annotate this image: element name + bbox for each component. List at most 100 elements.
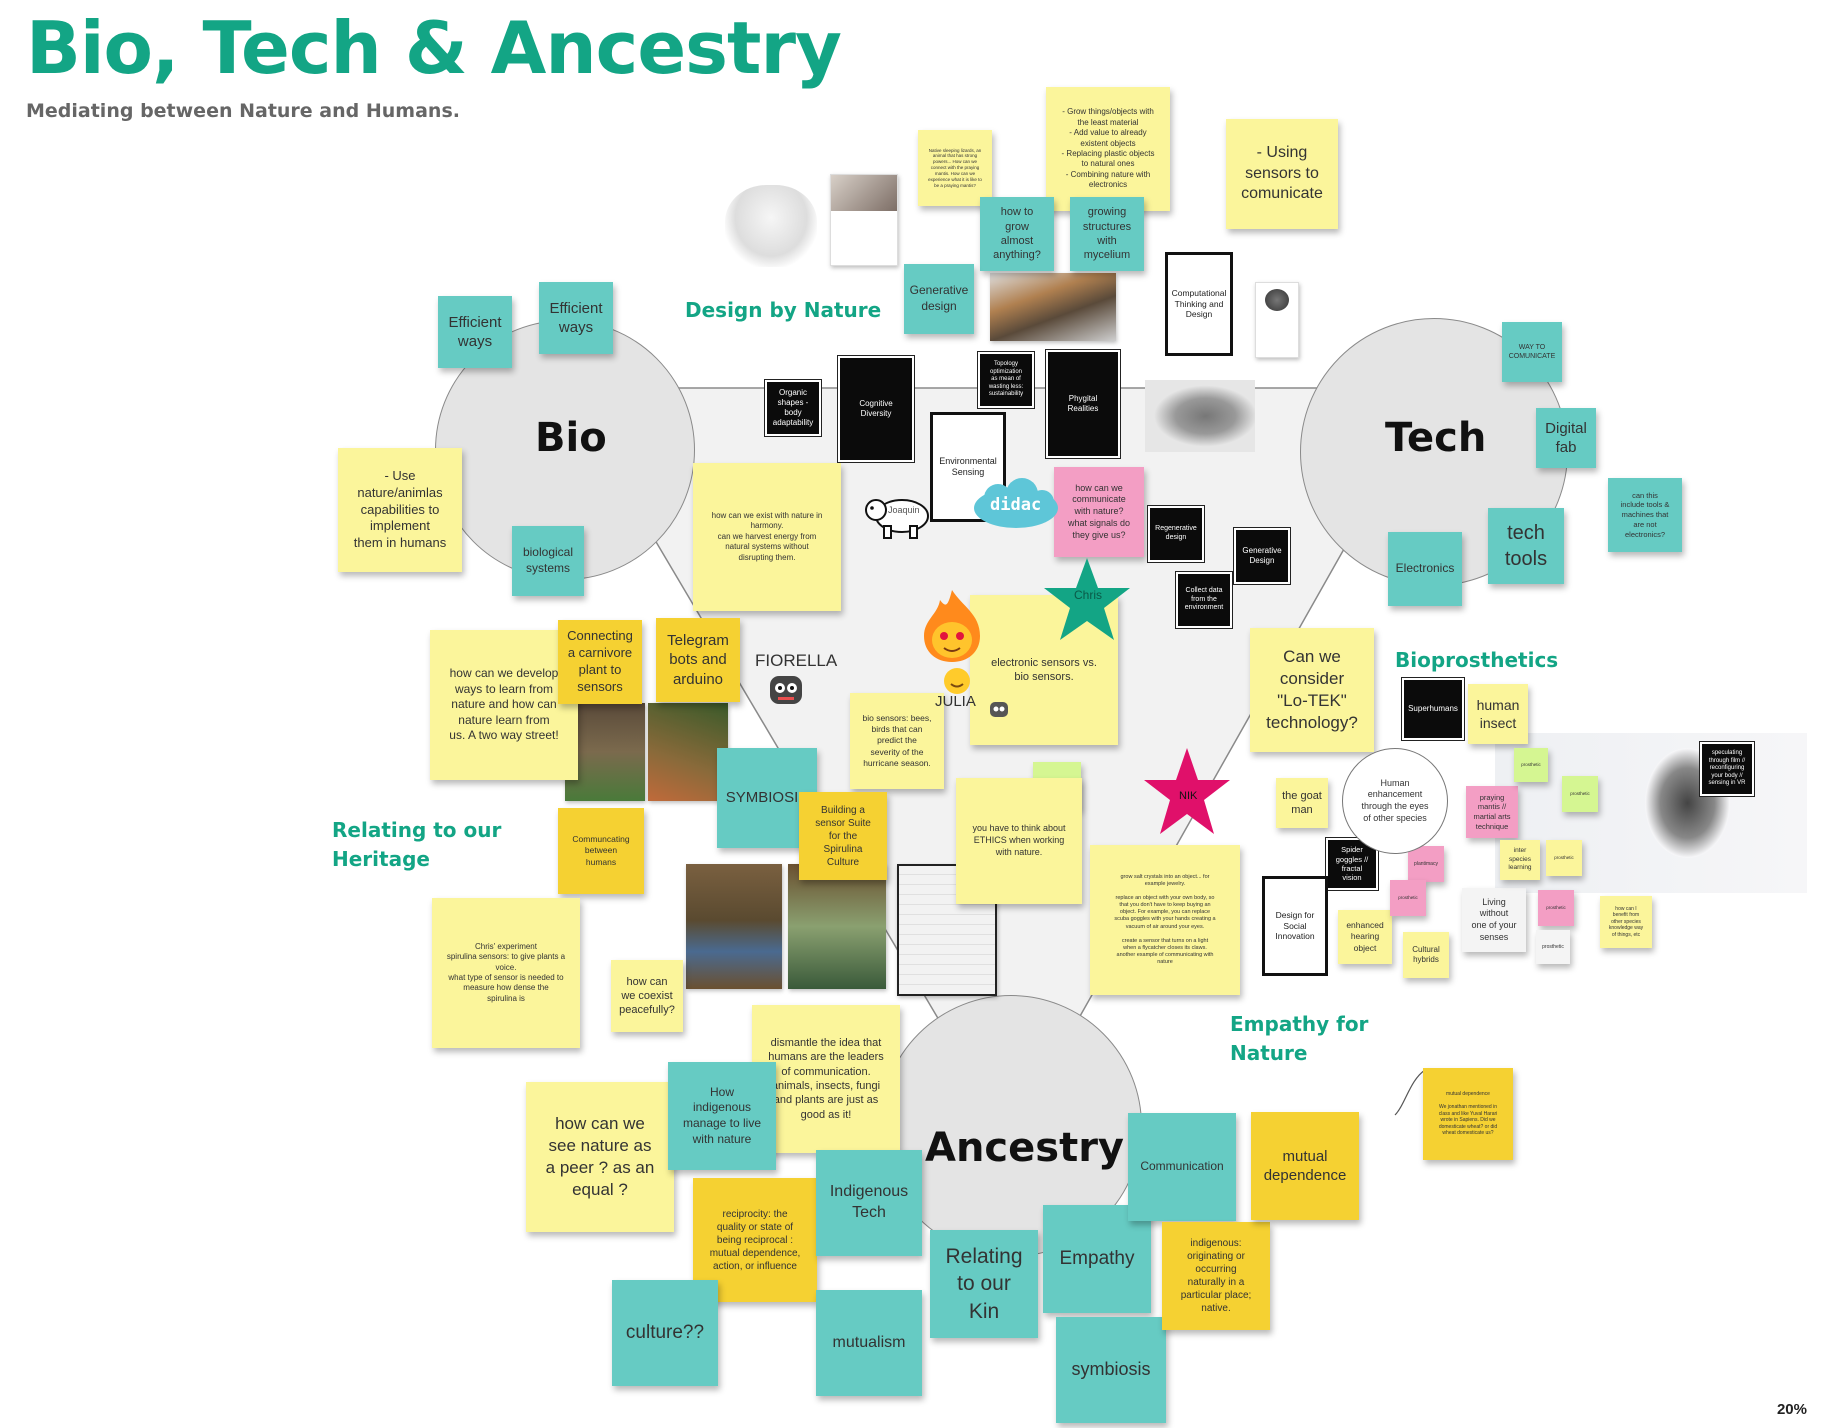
sticky-bio-sensors[interactable]: bio sensors: bees, birds that can predic… xyxy=(850,693,944,789)
sticky-lo-tek[interactable]: Can we consider "Lo-TEK" technology? xyxy=(1250,628,1374,752)
chris-star-icon xyxy=(1044,558,1130,640)
sticky-cultural-hybrids[interactable]: Cultural hybrids xyxy=(1403,932,1449,978)
sticky-grow-salt[interactable]: grow salt crystals into an object... for… xyxy=(1090,845,1240,995)
sticky-how-to-grow[interactable]: how to grow almost anything? xyxy=(980,197,1054,271)
card-regenerative[interactable]: Regenerative design xyxy=(1147,505,1205,563)
sticky-way-to-communicate[interactable]: WAY TO COMUNICATE xyxy=(1502,322,1562,382)
sticky-chris-experiment[interactable]: Chris' experiment spirulina sensors: to … xyxy=(432,898,580,1048)
robot-face-icon-small xyxy=(990,702,1008,717)
card-phygital[interactable]: Phygital Realities xyxy=(1045,349,1121,459)
board-subtitle: Mediating between Nature and Humans. xyxy=(26,100,460,122)
sticky-green-small-2[interactable]: prosthetic xyxy=(1562,776,1598,812)
sticky-pink-small-1[interactable]: prosthetic xyxy=(1390,880,1426,916)
sticky-pink-small-2[interactable]: prosthetic xyxy=(1538,890,1574,926)
joaquin-label: Joaquin xyxy=(888,505,920,515)
sticky-indigenous-manage[interactable]: How indigenous manage to live with natur… xyxy=(668,1062,776,1170)
helmet-image[interactable] xyxy=(1145,380,1255,452)
sticky-mutual-dependence-note[interactable]: mutual dependence We jonathan mentioned … xyxy=(1423,1068,1513,1160)
sticky-green-small-1[interactable]: prosthetic xyxy=(1514,748,1548,782)
sticky-indigenous-tech[interactable]: Indigenous Tech xyxy=(816,1150,922,1256)
section-design-by-nature: Design by Nature xyxy=(685,298,882,322)
card-topology[interactable]: Topology optimization as mean of wasting… xyxy=(977,351,1035,409)
jar-photo[interactable] xyxy=(788,864,886,989)
didac-label: didac xyxy=(990,495,1042,515)
sticky-using-sensors[interactable]: - Using sensors to comunicate xyxy=(1226,119,1338,229)
sticky-communicate-nature[interactable]: how can we communicate with nature? what… xyxy=(1054,467,1144,557)
julia-label: JULIA xyxy=(935,693,976,710)
sticky-use-nature[interactable]: - Use nature/animlas capabilities to imp… xyxy=(338,448,462,572)
chris-label: Chris xyxy=(1074,588,1103,602)
sticky-connecting-plant[interactable]: Connecting a carnivore plant to sensors xyxy=(558,620,642,704)
sticky-electronics[interactable]: Electronics xyxy=(1388,532,1462,606)
sticky-efficient-ways-1[interactable]: Efficient ways xyxy=(438,296,512,368)
didac-cloud-icon xyxy=(974,478,1058,528)
sticky-coexist-harmony[interactable]: how can we exist with nature in harmony.… xyxy=(693,463,841,611)
sticky-enhanced-hearing[interactable]: enhanced hearing object xyxy=(1338,910,1392,964)
circuit-photo[interactable] xyxy=(686,864,782,989)
card-design-social[interactable]: Design for Social Innovation xyxy=(1262,876,1328,976)
section-relating-heritage: Relating to our Heritage xyxy=(332,818,502,871)
sticky-inter-species[interactable]: inter species learning xyxy=(1500,840,1540,880)
zoom-level[interactable]: 20% xyxy=(1776,1401,1807,1418)
ancestry-label: Ancestry xyxy=(925,1125,1125,1171)
card-organic-shapes[interactable]: Organic shapes - body adaptability xyxy=(764,379,822,437)
tech-label: Tech xyxy=(1385,415,1487,461)
robot-face-icon xyxy=(770,676,802,704)
sticky-tech-tools[interactable]: tech tools xyxy=(1488,508,1564,584)
sticky-small-note-top[interactable]: Native sleeping lizards, an animal that … xyxy=(918,130,992,206)
sticky-mutual-dependence[interactable]: mutual dependence xyxy=(1251,1112,1359,1220)
sticky-dismantle[interactable]: dismantle the idea that humans are the l… xyxy=(752,1005,900,1153)
sticky-mutualism[interactable]: mutualism xyxy=(816,1290,922,1396)
card-collect-data[interactable]: Collect data from the environment xyxy=(1175,571,1233,629)
sticky-praying-mantis[interactable]: praying mantis // martial arts technique xyxy=(1466,786,1518,838)
sticky-coexist-peacefully[interactable]: how can we coexist peacefully? xyxy=(611,960,683,1032)
sticky-telegram[interactable]: Telegram bots and arduino xyxy=(656,618,740,702)
sticky-tools-machines[interactable]: can this include tools & machines that a… xyxy=(1608,478,1682,552)
plant-photo-1[interactable] xyxy=(565,703,645,801)
plant-photo-2[interactable] xyxy=(648,703,728,801)
card-computational[interactable]: Computational Thinking and Design xyxy=(1165,252,1233,356)
structure-photo[interactable] xyxy=(990,273,1116,341)
sticky-goat-man[interactable]: the goat man xyxy=(1276,778,1328,828)
card-generative-design[interactable]: Generative Design xyxy=(1233,527,1291,585)
nik-label: NIK xyxy=(1179,790,1198,802)
person-image-card[interactable] xyxy=(830,174,898,266)
sticky-human-insect[interactable]: human insect xyxy=(1468,684,1528,744)
smile-face-icon xyxy=(944,668,970,694)
board-title: Bio, Tech & Ancestry xyxy=(26,6,842,90)
sticky-relating-kin[interactable]: Relating to our Kin xyxy=(930,1230,1038,1338)
fire-face-icon xyxy=(924,590,980,662)
sticky-living-without[interactable]: Living without one of your senses xyxy=(1462,888,1526,952)
sticky-ethics[interactable]: you have to think about ETHICS when work… xyxy=(956,778,1082,904)
section-empathy-nature: Empathy for Nature xyxy=(1230,1012,1369,1065)
sticky-digital-fab[interactable]: Digital fab xyxy=(1536,408,1596,468)
sticky-culture[interactable]: culture?? xyxy=(612,1280,718,1386)
bubble-human-enhancement[interactable]: Human enhancement through the eyes of ot… xyxy=(1342,748,1448,854)
coral-image[interactable] xyxy=(1255,282,1299,358)
sticky-symbiosis[interactable]: symbiosis xyxy=(1056,1317,1166,1423)
sticky-building-sensor[interactable]: Building a sensor Suite for the Spirulin… xyxy=(799,792,887,880)
sticky-biological-systems[interactable]: biological systems xyxy=(512,526,584,596)
sticky-prosthetic[interactable]: prosthetic xyxy=(1536,930,1570,964)
sticky-grow-things[interactable]: - Grow things/objects with the least mat… xyxy=(1046,87,1170,211)
sticky-generative-design[interactable]: Generative design xyxy=(904,264,974,334)
sticky-see-peer[interactable]: how can we see nature as a peer ? as an … xyxy=(526,1082,674,1232)
sticky-plantimacy[interactable]: plantimacy xyxy=(1408,846,1444,882)
card-cognitive-diversity[interactable]: Cognitive Diversity xyxy=(837,355,915,463)
polar-bear-icon xyxy=(865,499,929,539)
sticky-how-can-benefit[interactable]: how can I benefit from other species kno… xyxy=(1600,896,1652,948)
card-speculating[interactable]: speculating through film // reconfigurin… xyxy=(1699,741,1755,797)
section-bioprosthetics: Bioprosthetics xyxy=(1395,648,1559,672)
sticky-develop-learn[interactable]: how can we develop ways to learn from na… xyxy=(430,630,578,780)
card-superhumans[interactable]: Superhumans xyxy=(1401,677,1465,741)
sticky-indigenous-def[interactable]: indigenous: originating or occurring nat… xyxy=(1162,1222,1270,1330)
sticky-communicating-humans[interactable]: Communcating between humans xyxy=(558,808,644,894)
sticky-growing-structures[interactable]: growing structures with mycelium xyxy=(1070,197,1144,271)
sticky-efficient-ways-2[interactable]: Efficient ways xyxy=(539,282,613,354)
skull-lattice-image[interactable] xyxy=(725,185,817,267)
sticky-empathy[interactable]: Empathy xyxy=(1043,1205,1151,1313)
sticky-communication[interactable]: Communication xyxy=(1128,1113,1236,1221)
fiorella-label: FIORELLA xyxy=(755,651,838,670)
sticky-yellow-small-1[interactable]: prosthetic xyxy=(1546,840,1582,876)
